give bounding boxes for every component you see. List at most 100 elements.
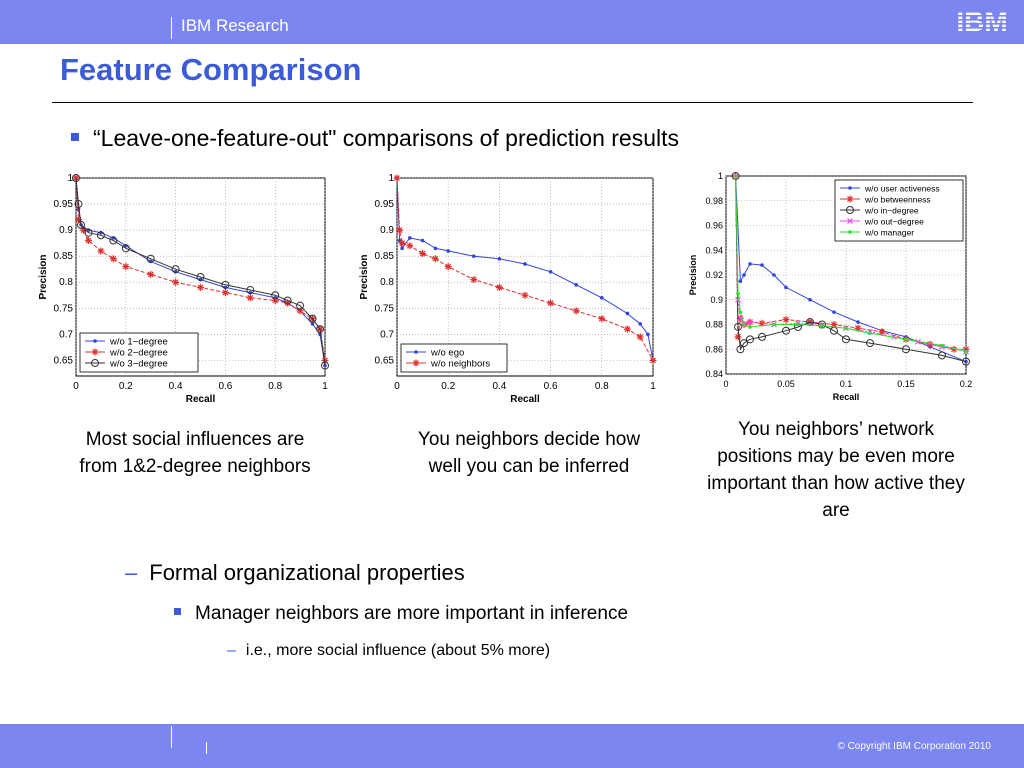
data-point (400, 246, 404, 251)
y-tick-label: 0.84 (705, 369, 723, 379)
y-tick-label: 0.75 (375, 303, 395, 314)
data-point (523, 262, 527, 266)
data-point (940, 343, 944, 348)
data-point (846, 195, 854, 203)
data-point (746, 335, 754, 344)
y-tick-label: 0.88 (705, 320, 723, 330)
legend-label: w/o manager (864, 228, 914, 238)
series-w/o 3−degree (72, 174, 329, 370)
data-point (636, 333, 644, 341)
main-bullet: “Leave-one-feature-out" comparisons of p… (71, 125, 679, 152)
y-tick-label: 0.9 (59, 225, 73, 236)
sub-sub-bullet: Manager neighbors are more important in … (174, 603, 628, 625)
data-point (221, 289, 229, 297)
x-axis-label: Recall (833, 392, 860, 400)
data-point (740, 339, 748, 348)
series-line (735, 175, 967, 363)
sub-sub-sub-bullet: – i.e., more social influence (about 5% m… (227, 642, 550, 660)
header-bar: IBM Research IBM (0, 0, 1024, 44)
copyright-text: © Copyright IBM Corporation 2010 (837, 741, 991, 752)
footer-bar: © Copyright IBM Corporation 2010 (0, 724, 1024, 768)
data-point (736, 345, 745, 354)
data-point (431, 255, 439, 263)
legend-label: w/o user activeness (864, 184, 940, 194)
footer-divider (171, 726, 172, 748)
data-point (84, 228, 93, 237)
data-point (832, 310, 836, 314)
caption-3: You neighbors’ network positions may be … (707, 419, 965, 521)
data-point (938, 351, 946, 360)
data-point (772, 322, 776, 327)
data-point (748, 262, 752, 266)
y-tick-label: 1 (718, 171, 723, 181)
data-point (109, 236, 118, 245)
data-point (408, 236, 412, 240)
data-point (734, 333, 742, 341)
x-tick-label: 0.4 (492, 381, 506, 392)
data-point (735, 296, 741, 303)
data-point (738, 310, 743, 314)
x-tick-label: 0 (73, 381, 79, 392)
y-tick-label: 0.96 (705, 221, 723, 231)
data-point (830, 321, 838, 328)
data-point (848, 186, 852, 190)
y-tick-label: 0.75 (54, 303, 74, 314)
data-point (172, 278, 180, 286)
data-point (902, 345, 910, 354)
data-point (856, 320, 860, 324)
data-point (796, 322, 800, 327)
square-bullet-icon (174, 608, 181, 616)
main-bullet-text: “Leave-one-feature-out" comparisons of p… (93, 125, 680, 151)
data-point (271, 296, 279, 304)
data-point (283, 296, 292, 305)
data-point (742, 322, 746, 327)
data-point (72, 174, 80, 182)
data-point (91, 348, 99, 356)
y-tick-label: 1 (67, 173, 73, 184)
data-point (926, 340, 934, 348)
y-tick-label: 0.65 (375, 355, 395, 366)
title-divider (52, 102, 973, 103)
legend-label: w/o out−degree (864, 217, 924, 227)
y-axis-label: Precision (38, 254, 49, 299)
x-tick-label: 0.2 (960, 379, 973, 389)
data-point (296, 301, 305, 310)
data-point (109, 255, 117, 263)
data-point (196, 273, 205, 281)
legend-label: w/o in−degree (864, 206, 919, 216)
data-point (246, 294, 254, 302)
data-point (548, 269, 553, 274)
x-axis-label: Recall (510, 394, 540, 405)
data-point (310, 322, 315, 326)
data-point (808, 297, 812, 302)
y-tick-label: 0.85 (54, 251, 74, 262)
square-bullet-icon (71, 132, 79, 141)
ibm-logo-text: IBM (956, 6, 1007, 37)
data-point (638, 322, 642, 326)
data-point (878, 328, 886, 336)
data-point (316, 325, 325, 334)
y-tick-label: 0.95 (54, 199, 74, 210)
data-point (962, 357, 970, 366)
data-point (472, 254, 476, 258)
series-line (396, 177, 654, 361)
data-point (625, 311, 630, 316)
data-point (393, 174, 401, 182)
x-tick-label: 0.2 (441, 381, 455, 392)
data-point (84, 237, 92, 245)
data-point (904, 337, 908, 342)
data-point (96, 231, 105, 240)
data-point (742, 273, 746, 277)
header-divider (171, 17, 172, 39)
data-point (246, 286, 255, 295)
data-point (547, 299, 555, 307)
data-point (842, 335, 850, 344)
data-point (748, 325, 752, 329)
data-point (406, 242, 414, 250)
x-tick-label: 0.05 (777, 379, 795, 389)
data-point (962, 345, 970, 353)
data-point (747, 319, 753, 325)
data-point (171, 265, 180, 274)
y-tick-label: 0.92 (705, 270, 723, 280)
